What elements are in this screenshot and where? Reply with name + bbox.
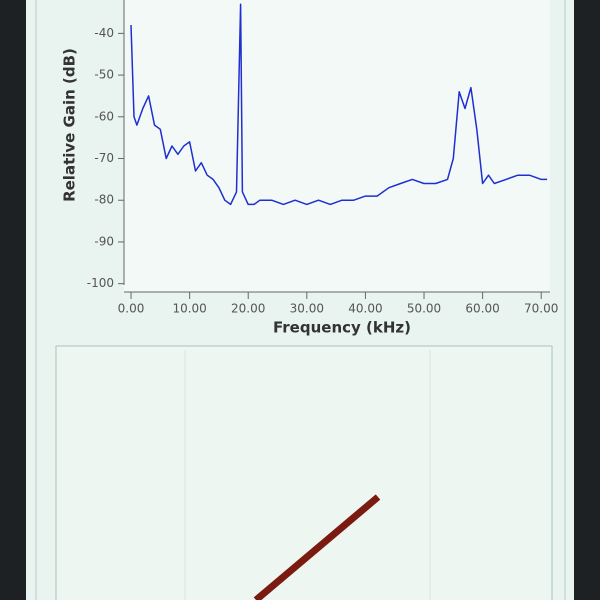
y-tick-label: -50 [94,68,114,82]
y-tick-label: -70 [94,151,114,165]
spectrum-plot: -40 -50 -60 -70 -80 -90 -100 0.00 10.00 20.00 30.0… [87,0,558,316]
x-tick-label: 10.00 [172,302,206,316]
x-tick-label: 60.00 [465,302,499,316]
y-tick-label: -40 [94,26,114,40]
x-axis-title: Frequency (kHz) [273,319,411,337]
y-axis-title: Relative Gain (dB) [61,48,79,202]
y-tick-label: -90 [94,234,114,248]
x-tick-label: 70.00 [524,302,558,316]
x-tick-label: 20.00 [231,302,265,316]
spectrum-line [130,3,548,206]
plot-area [124,0,550,292]
y-tick-label: -80 [94,193,114,207]
second-plot-trace [253,494,381,600]
y-tick-label: -60 [94,109,114,123]
x-tick-label: 0.00 [118,302,145,316]
x-tick-label: 50.00 [407,302,441,316]
x-tick-label: 30.00 [290,302,324,316]
y-tick-label: -100 [87,276,114,290]
x-tick-label: 40.00 [348,302,382,316]
